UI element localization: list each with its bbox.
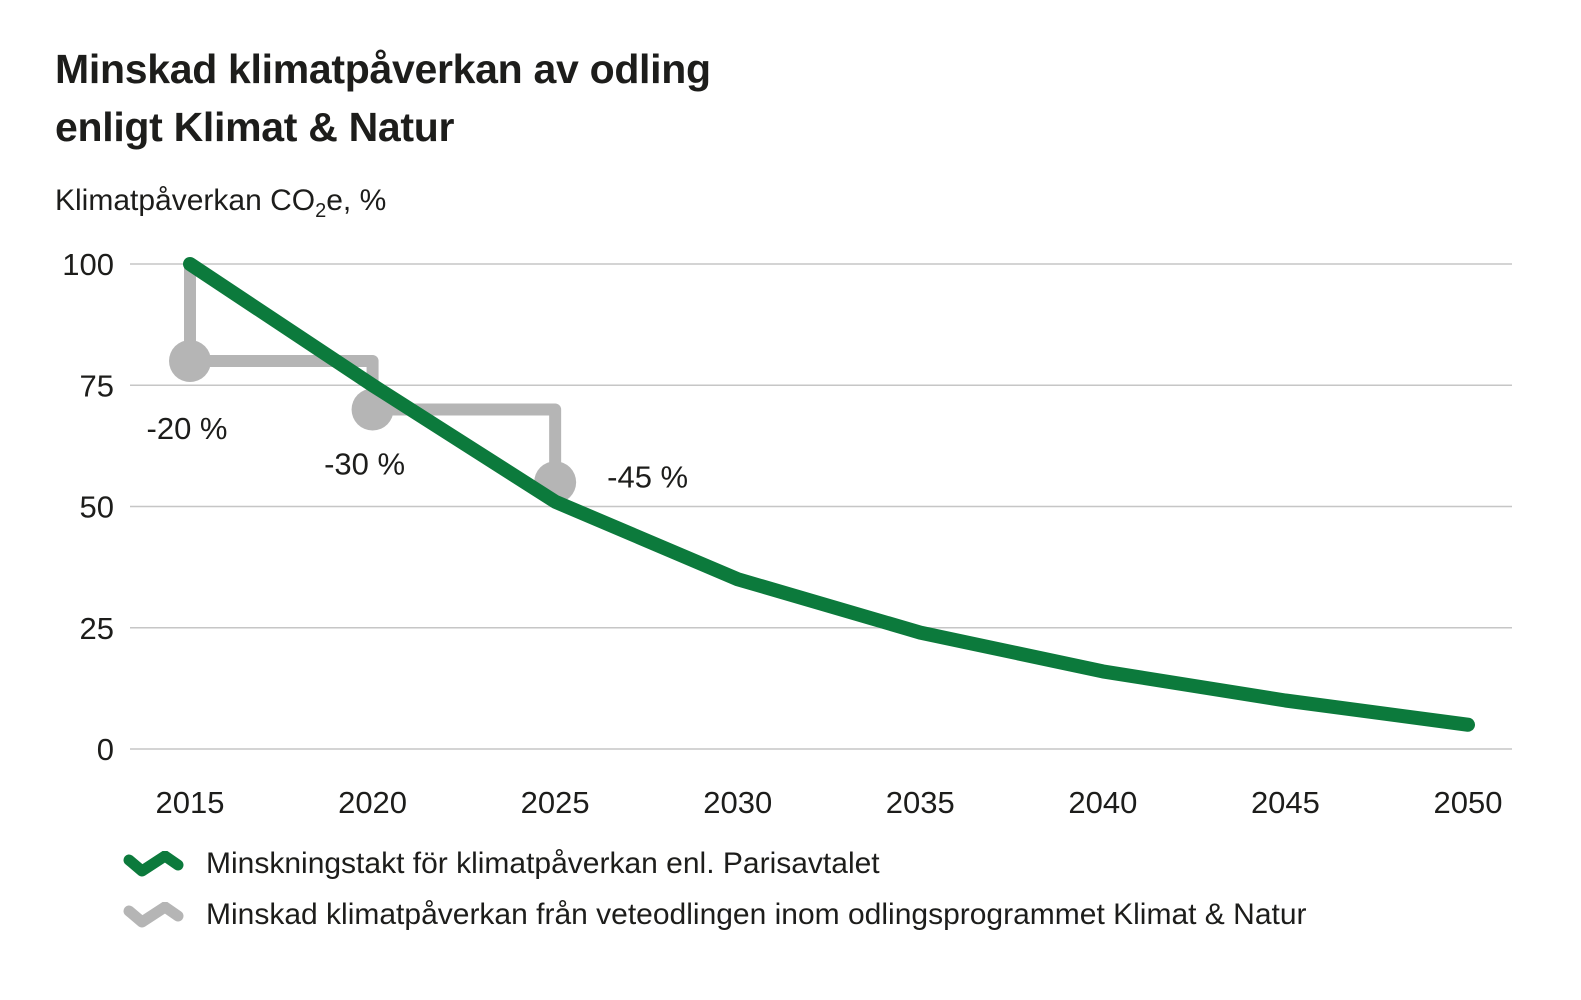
program-marker (169, 340, 211, 382)
y-tick-label: 100 (62, 247, 114, 282)
page-title-line-2: enligt Klimat & Natur (55, 104, 455, 151)
x-tick-label: 2040 (1068, 785, 1137, 820)
y-tick-label: 25 (80, 611, 114, 646)
legend-label-parisavtalet: Minskningstakt för klimatpåverkan enl. P… (206, 847, 880, 880)
x-tick-label: 2020 (338, 785, 407, 820)
legend-item-klimat-natur: Minskad klimatpåverkan från veteodlingen… (123, 896, 1307, 934)
legend-item-parisavtalet: Minskningstakt för klimatpåverkan enl. P… (123, 845, 880, 883)
page-title: Minskad klimatpåverkan av odling enligt … (55, 40, 711, 156)
x-tick-label: 2035 (886, 785, 955, 820)
program-line-legend-wave-icon (123, 902, 184, 928)
annotation-label: -45 % (607, 459, 688, 494)
y-axis-title-subscript: 2 (315, 200, 327, 222)
annotation-label: -30 % (324, 447, 405, 482)
legend-label-klimat-natur: Minskad klimatpåverkan från veteodlingen… (206, 898, 1307, 931)
x-tick-label: 2030 (703, 785, 772, 820)
page-title-line-1: Minskad klimatpåverkan av odling (55, 46, 711, 92)
paris-line (183, 257, 1475, 732)
annotation-label: -20 % (147, 411, 228, 446)
x-tick-label: 2045 (1251, 785, 1320, 820)
y-axis-title: Klimatpåverkan CO2e, % (55, 184, 387, 222)
x-tick-label: 2015 (156, 785, 225, 820)
paris-line-legend-wave-icon (123, 851, 184, 877)
y-axis-title-prefix: Klimatpåverkan CO (55, 184, 316, 217)
x-tick-label: 2025 (521, 785, 590, 820)
y-tick-label: 0 (97, 732, 114, 767)
y-tick-label: 75 (80, 368, 114, 403)
y-axis-title-suffix: e, % (326, 184, 387, 217)
x-tick-label: 2050 (1434, 785, 1503, 820)
y-tick-label: 50 (80, 490, 114, 525)
